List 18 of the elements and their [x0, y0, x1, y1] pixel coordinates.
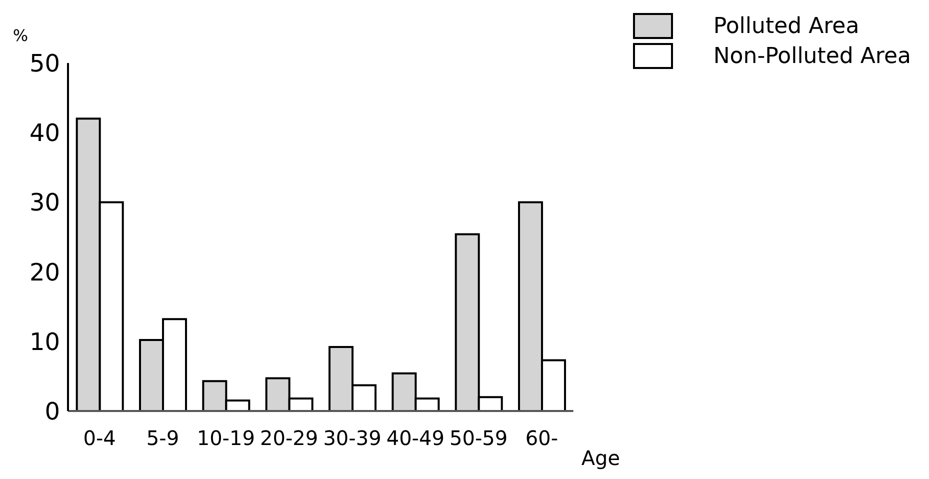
y-tick-label: 30 [29, 188, 60, 217]
x-tick-label: 10-19 [196, 426, 255, 450]
legend-label: Polluted Area [713, 14, 860, 38]
y-tick-label: 0 [44, 398, 60, 426]
y-tick-label: 40 [29, 119, 60, 148]
x-tick-label: 5-9 [146, 426, 180, 450]
x-tick-label: 60- [525, 426, 558, 450]
x-tick-label: 50-59 [450, 426, 508, 450]
x-axis-title: Age [581, 446, 620, 470]
y-axis-title: % [12, 26, 28, 45]
y-tick-label: 50 [29, 50, 60, 78]
x-tick-label: 0-4 [83, 426, 116, 450]
y-tick-label: 20 [29, 258, 60, 286]
x-tick-label: 30-39 [323, 426, 382, 450]
x-tick-label: 20-29 [260, 426, 318, 450]
legend-label: Non-Polluted Area [713, 44, 911, 68]
y-tick-label: 10 [29, 328, 60, 356]
x-tick-label: 40-49 [386, 426, 444, 450]
